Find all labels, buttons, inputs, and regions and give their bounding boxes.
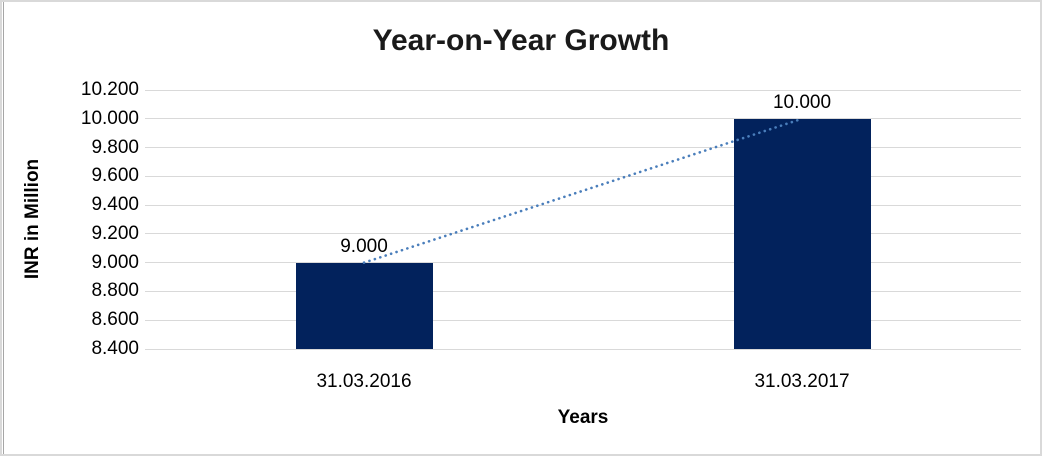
x-tick-label: 31.03.2017	[754, 371, 850, 392]
gridline	[145, 204, 1021, 206]
bar-value-label: 10.000	[772, 91, 832, 113]
x-axis-title: Years	[557, 407, 609, 428]
gridline	[145, 147, 1021, 149]
gridline	[145, 262, 1021, 264]
gridline	[145, 118, 1021, 120]
gridline	[145, 290, 1021, 292]
y-tick-label: 10.200	[80, 79, 139, 100]
y-tick-label: 9.400	[91, 194, 139, 216]
bar	[733, 118, 871, 349]
y-tick-label: 10.000	[80, 107, 139, 129]
gridline	[145, 89, 1021, 91]
y-tick-label: 8.400	[91, 338, 139, 359]
y-tick-label: 9.200	[91, 222, 139, 244]
y-tick-label: 9.800	[91, 136, 139, 158]
y-tick-label: 9.600	[91, 165, 139, 187]
x-tick-label: 31.03.2016	[316, 371, 412, 392]
y-tick-label: 8.600	[91, 309, 139, 331]
gridline	[145, 175, 1021, 177]
gridline	[145, 348, 1021, 350]
bar	[295, 262, 433, 349]
gridline	[145, 233, 1021, 235]
chart-title: Year-on-Year Growth	[372, 24, 670, 57]
gridline	[145, 319, 1021, 321]
left-edge-line	[3, 2, 4, 454]
y-tick-label: 8.800	[91, 280, 139, 302]
y-tick-label: 9.000	[91, 251, 139, 273]
bar-value-label: 9.000	[340, 235, 388, 257]
